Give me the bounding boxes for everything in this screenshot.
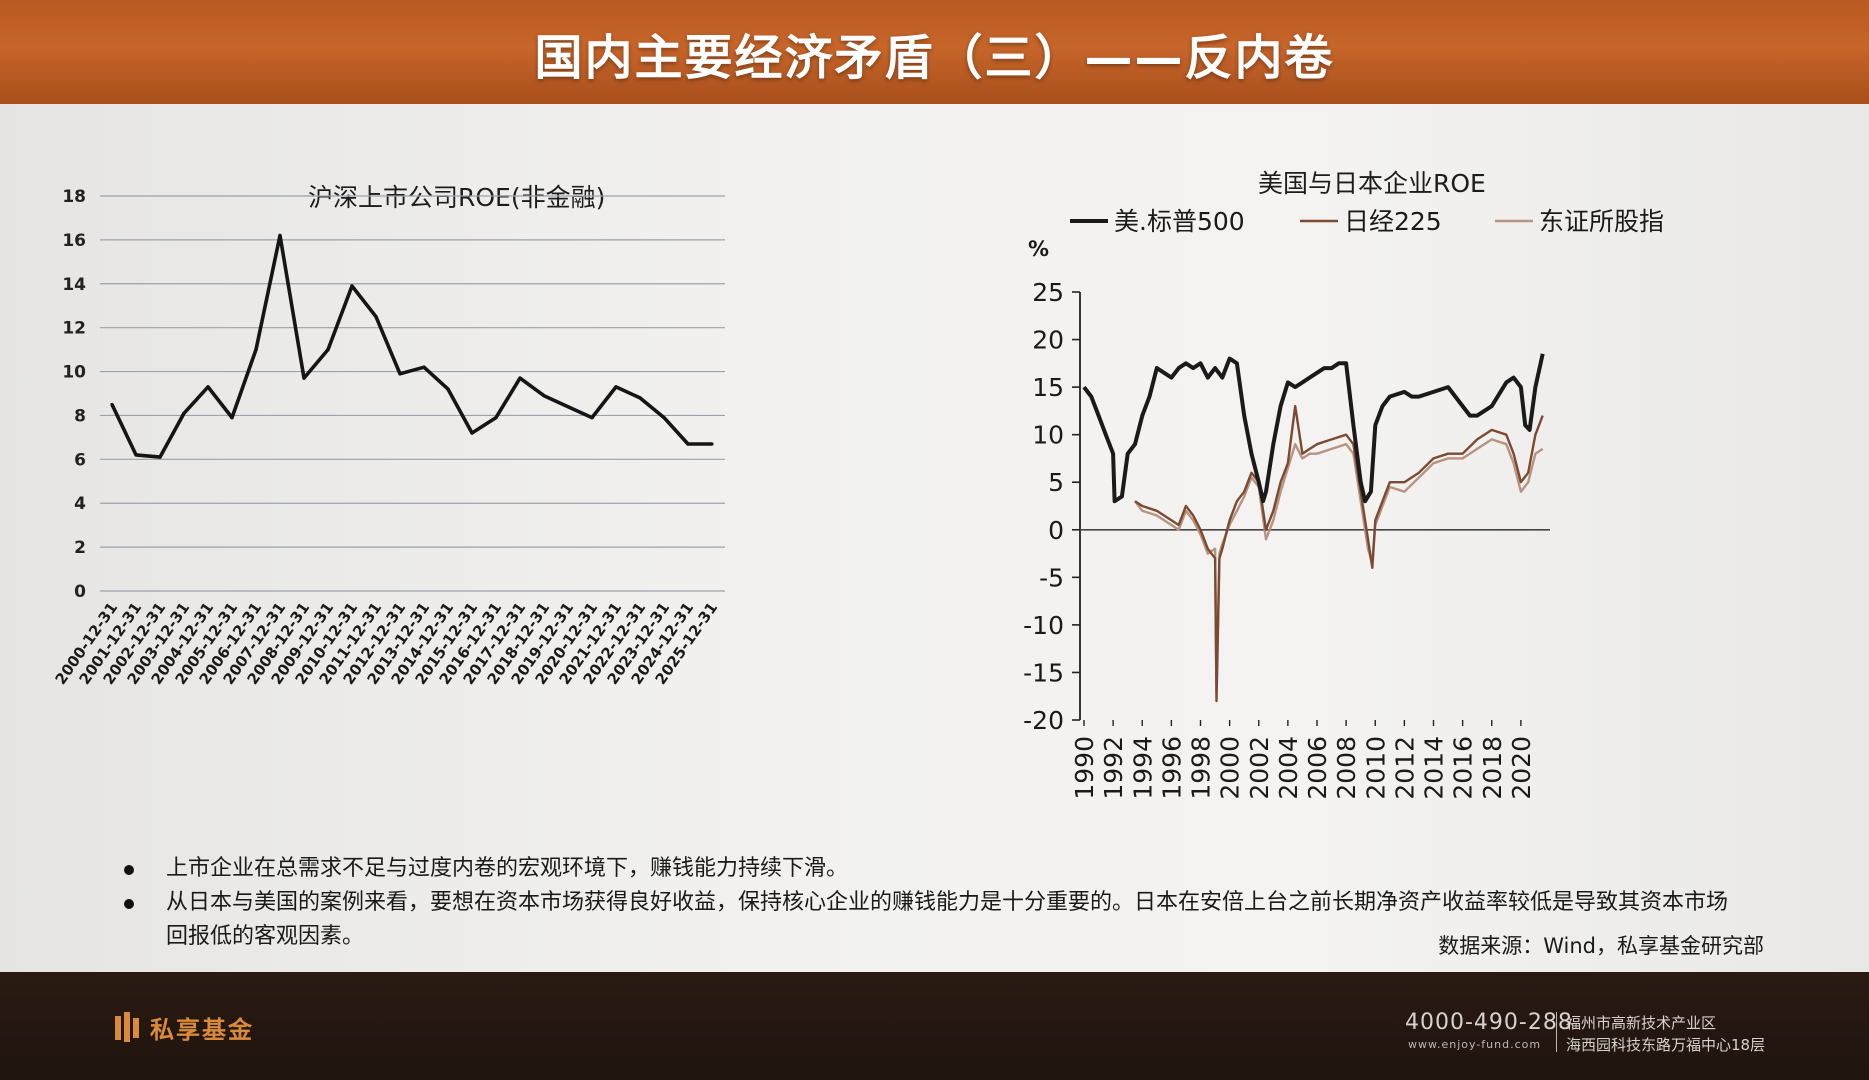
left-chart-title: 沪深上市公司ROE(非金融) [308, 183, 606, 212]
data-point [110, 402, 114, 407]
footer-divider [1556, 1012, 1557, 1052]
series-line-roe [110, 233, 712, 459]
data-point [494, 416, 498, 420]
data-point [710, 442, 714, 446]
data-point [302, 376, 306, 380]
right-chart-title: 美国与日本企业ROE [1258, 169, 1486, 198]
phone-number: 4000-490-288 [1405, 1010, 1573, 1035]
slide-content [0, 104, 1869, 972]
data-source-note: 数据来源：Wind，私享基金研究部 [1438, 934, 1764, 958]
x-tick-label: 1992 [1099, 736, 1128, 800]
data-point [542, 394, 546, 398]
y-tick-label: 10 [62, 363, 86, 383]
right-roe-chart: -20 -15 -10 -5 0 5 10 15 20 25% 1990 1992 1994 1996 19… [1023, 207, 1664, 800]
legend-label: 日经225 [1344, 207, 1442, 236]
x-tick-label: 2012 [1390, 736, 1419, 800]
data-point [230, 416, 234, 420]
y-tick-label: 16 [62, 231, 86, 251]
logo-icon [115, 1012, 139, 1042]
bullet-item: 从日本与美国的案例来看，要想在资本市场获得良好收益，保持核心企业的赚钱能力是十分… [120, 886, 1740, 954]
x-tick-label: 2020 [1507, 736, 1536, 800]
data-point [614, 385, 618, 389]
legend-label: 东证所股指 [1539, 207, 1664, 236]
y-tick-label: 15 [1032, 373, 1064, 402]
bullet-list: 上市企业在总需求不足与过度内卷的宏观环境下，赚钱能力持续下滑。 从日本与美国的案… [120, 852, 1740, 954]
data-point [638, 396, 642, 400]
data-point [326, 348, 330, 352]
series-line-sp500 [1082, 353, 1545, 504]
bullet-dot [124, 899, 134, 909]
y-tick-label: -15 [1023, 658, 1064, 687]
data-point [254, 348, 258, 352]
bullet-text: 从日本与美国的案例来看，要想在资本市场获得良好收益，保持核心企业的赚钱能力是十分… [166, 890, 1729, 949]
y-tick-label: 4 [74, 494, 86, 514]
x-tick-label: 2018 [1478, 736, 1507, 800]
x-tick-label: 2008 [1332, 736, 1361, 800]
x-tick-label: 2002 [1245, 736, 1274, 800]
data-point [422, 365, 426, 369]
data-point [566, 405, 570, 409]
x-tick-label: 1994 [1128, 736, 1157, 800]
y-tick-label: -5 [1039, 563, 1064, 592]
y-tick-label: 12 [62, 319, 86, 339]
y-tick-label: -10 [1023, 611, 1064, 640]
address-line-2: 海西园科技东路万福中心18层 [1566, 1036, 1766, 1054]
y-tick-label: 14 [62, 275, 86, 295]
data-point [446, 387, 450, 391]
logo-text: 私享基金 [150, 1016, 254, 1044]
data-point [374, 315, 378, 319]
data-point [686, 442, 690, 446]
footer-bar [0, 972, 1869, 1080]
slide-title: 国内主要经济矛盾（三）——反内卷 [534, 30, 1335, 86]
series-line-topix [1134, 438, 1544, 693]
left-roe-chart: 0246810121416182000-12-312001-12-312002-… [51, 187, 725, 688]
bullet-item: 上市企业在总需求不足与过度内卷的宏观环境下，赚钱能力持续下滑。 [120, 852, 1740, 886]
data-point [590, 416, 594, 420]
data-point [134, 453, 138, 457]
series-line-nikkei225 [1134, 404, 1544, 703]
data-point [182, 411, 186, 415]
y-tick-label: 8 [74, 406, 86, 426]
x-tick-label: 2004 [1274, 736, 1303, 800]
y-tick-label: 25 [1032, 278, 1064, 307]
website: www.enjoy-fund.com [1408, 1038, 1542, 1051]
title-bar [0, 0, 1869, 104]
y-unit-label: % [1028, 237, 1049, 261]
x-tick-label: 2014 [1420, 736, 1449, 800]
x-tick-label: 1996 [1157, 736, 1186, 800]
data-point [662, 416, 666, 420]
x-tick-label: 2010 [1361, 736, 1390, 800]
data-point [206, 385, 210, 389]
x-tick-label: 2006 [1303, 736, 1332, 800]
x-tick-label: 1998 [1187, 736, 1216, 800]
legend-label: 美.标普500 [1114, 207, 1245, 236]
y-tick-label: 20 [1032, 326, 1064, 355]
data-point [350, 284, 354, 288]
data-point [278, 233, 282, 238]
y-tick-label: 10 [1032, 421, 1064, 450]
y-tick-label: 18 [62, 187, 86, 207]
y-tick-label: 5 [1048, 468, 1064, 497]
data-point [158, 455, 162, 459]
data-point [518, 376, 522, 380]
y-tick-label: 2 [74, 538, 86, 558]
x-tick-label: 2000 [1216, 736, 1245, 800]
x-tick-label: 1990 [1070, 736, 1099, 800]
y-tick-label: 0 [1048, 516, 1064, 545]
x-tick-label: 2016 [1449, 736, 1478, 800]
y-tick-label: 6 [74, 450, 86, 470]
y-tick-label: -20 [1023, 706, 1064, 735]
data-point [398, 372, 402, 376]
bullet-dot [124, 865, 134, 875]
address-line-1: 福州市高新技术产业区 [1566, 1014, 1717, 1032]
y-tick-label: 0 [74, 582, 86, 602]
bullet-text: 上市企业在总需求不足与过度内卷的宏观环境下，赚钱能力持续下滑。 [166, 856, 849, 881]
data-point [470, 431, 474, 435]
